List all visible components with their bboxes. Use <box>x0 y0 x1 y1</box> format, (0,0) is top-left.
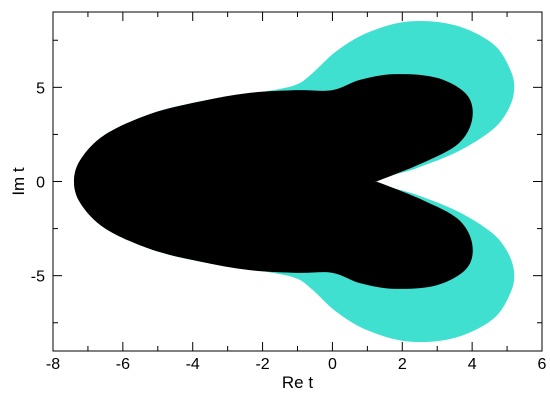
tick-layer: -8 -6 -4 -2 0 2 4 6 -5 0 5 <box>31 12 547 373</box>
region-layer <box>73 20 515 343</box>
y-axis-title: Im t <box>9 167 28 196</box>
y-tick-label: -5 <box>31 269 45 286</box>
x-tick-label: -8 <box>46 356 60 373</box>
x-tick-label: 0 <box>328 356 337 373</box>
x-tick-label: 4 <box>468 356 477 373</box>
y-tick-label: 5 <box>36 80 45 97</box>
x-tick-label: -6 <box>116 356 130 373</box>
x-axis-title: Re t <box>282 373 313 392</box>
x-tick-label: 2 <box>398 356 407 373</box>
x-tick-label: -4 <box>186 356 200 373</box>
x-tick-label: -2 <box>255 356 269 373</box>
x-tick-label: 6 <box>538 356 547 373</box>
inner-region <box>73 74 473 289</box>
y-tick-label: 0 <box>36 175 45 192</box>
